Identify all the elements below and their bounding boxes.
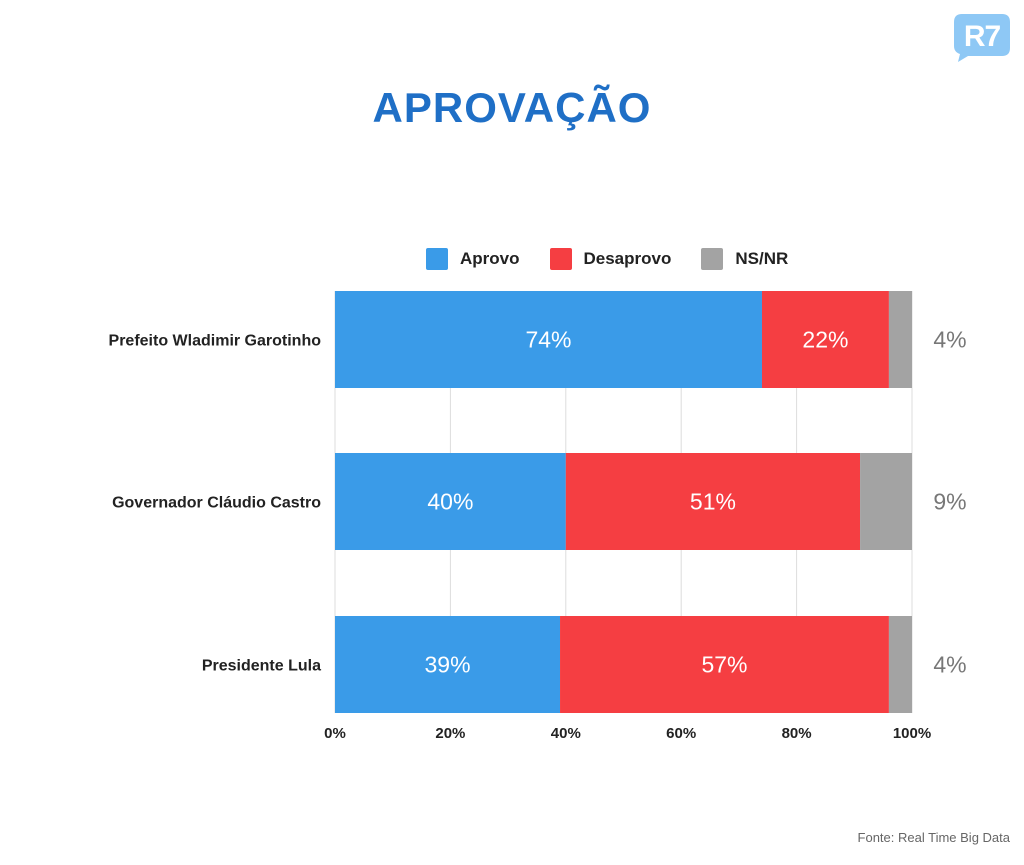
data-label: 40%: [427, 489, 473, 515]
bar-segment: [888, 616, 912, 713]
x-tick-label: 80%: [782, 725, 812, 742]
legend-swatch: [549, 248, 572, 270]
legend-item: Aprovo: [426, 248, 520, 270]
bar-segment: [335, 291, 762, 388]
data-label: 74%: [525, 327, 571, 353]
legend-swatch: [701, 248, 724, 270]
legend-item: NS/NR: [701, 248, 788, 270]
chart-legend: Aprovo Desaprovo NS/NR: [426, 246, 818, 272]
bar-segment: [761, 291, 889, 388]
bar-segment: [335, 616, 561, 713]
legend-label: Aprovo: [460, 249, 520, 268]
legend-swatch: [426, 248, 448, 270]
logo-bubble-icon: [954, 14, 1010, 62]
logo-text: R7: [963, 20, 1001, 53]
source-note: Fonte: Real Time Big Data: [857, 830, 1010, 845]
data-label: 4%: [933, 652, 966, 678]
chart-title: APROVAÇÃO: [372, 84, 652, 131]
x-tick-label: 60%: [666, 725, 696, 742]
x-tick-label: 20%: [435, 725, 465, 742]
x-tick-label: 0%: [324, 725, 346, 742]
legend-item: Desaprovo: [549, 248, 672, 270]
data-label: 4%: [933, 327, 966, 353]
r7-logo: R7: [954, 14, 1010, 62]
bar-segment: [565, 453, 861, 550]
bar-segment: [860, 453, 912, 550]
bar-segment: [335, 453, 566, 550]
bar-segment: [888, 291, 912, 388]
bar-segment: [560, 616, 889, 713]
legend-label: Desaprovo: [583, 249, 672, 268]
category-label: Prefeito Wladimir Garotinho: [109, 333, 322, 350]
category-label: Governador Cláudio Castro: [112, 495, 321, 512]
data-label: 51%: [690, 489, 736, 515]
x-tick-label: 40%: [551, 725, 581, 742]
x-tick-label: 100%: [893, 725, 931, 742]
data-label: 22%: [802, 327, 848, 353]
data-label: 9%: [933, 489, 966, 515]
category-label: Presidente Lula: [202, 658, 321, 675]
legend-label: NS/NR: [735, 249, 789, 268]
data-label: 39%: [424, 652, 470, 678]
data-label: 57%: [701, 652, 747, 678]
